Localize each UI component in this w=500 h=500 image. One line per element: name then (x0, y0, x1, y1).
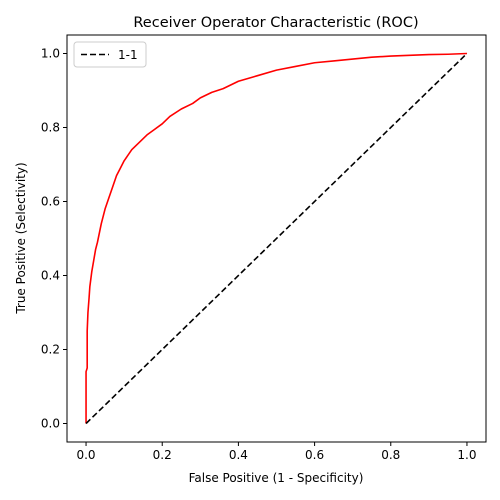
x-tick-label: 0.6 (305, 448, 324, 462)
x-tick-label: 1.0 (457, 448, 476, 462)
legend-box (73, 41, 147, 68)
plot-area (66, 34, 487, 443)
chart-title: Receiver Operator Characteristic (ROC) (133, 15, 418, 31)
x-tick-label: 0.8 (381, 448, 400, 462)
y-axis: 0.0 0.2 0.4 0.6 0.8 1.0 (41, 47, 67, 431)
y-axis-label: True Positive (Selectivity) (14, 162, 28, 314)
y-tick-label: 0.6 (41, 195, 60, 209)
y-tick-label: 0.0 (41, 417, 60, 431)
y-tick-label: 0.8 (41, 121, 60, 135)
y-tick-label: 0.4 (41, 269, 60, 283)
axes-frame (66, 34, 487, 443)
x-axis-label: False Positive (1 - Specificity) (189, 471, 364, 485)
x-tick-label: 0.4 (229, 448, 248, 462)
roc-curve-line (85, 52, 467, 424)
x-tick-label: 0.0 (76, 448, 95, 462)
diagonal-reference-line (85, 52, 468, 425)
legend-label: 1-1 (118, 48, 138, 62)
y-tick-label: 0.2 (41, 343, 60, 357)
legend: 1-1 (73, 41, 147, 68)
x-axis: 0.0 0.2 0.4 0.6 0.8 1.0 (76, 442, 477, 462)
y-tick-label: 1.0 (41, 47, 60, 61)
x-tick-label: 0.2 (153, 448, 172, 462)
